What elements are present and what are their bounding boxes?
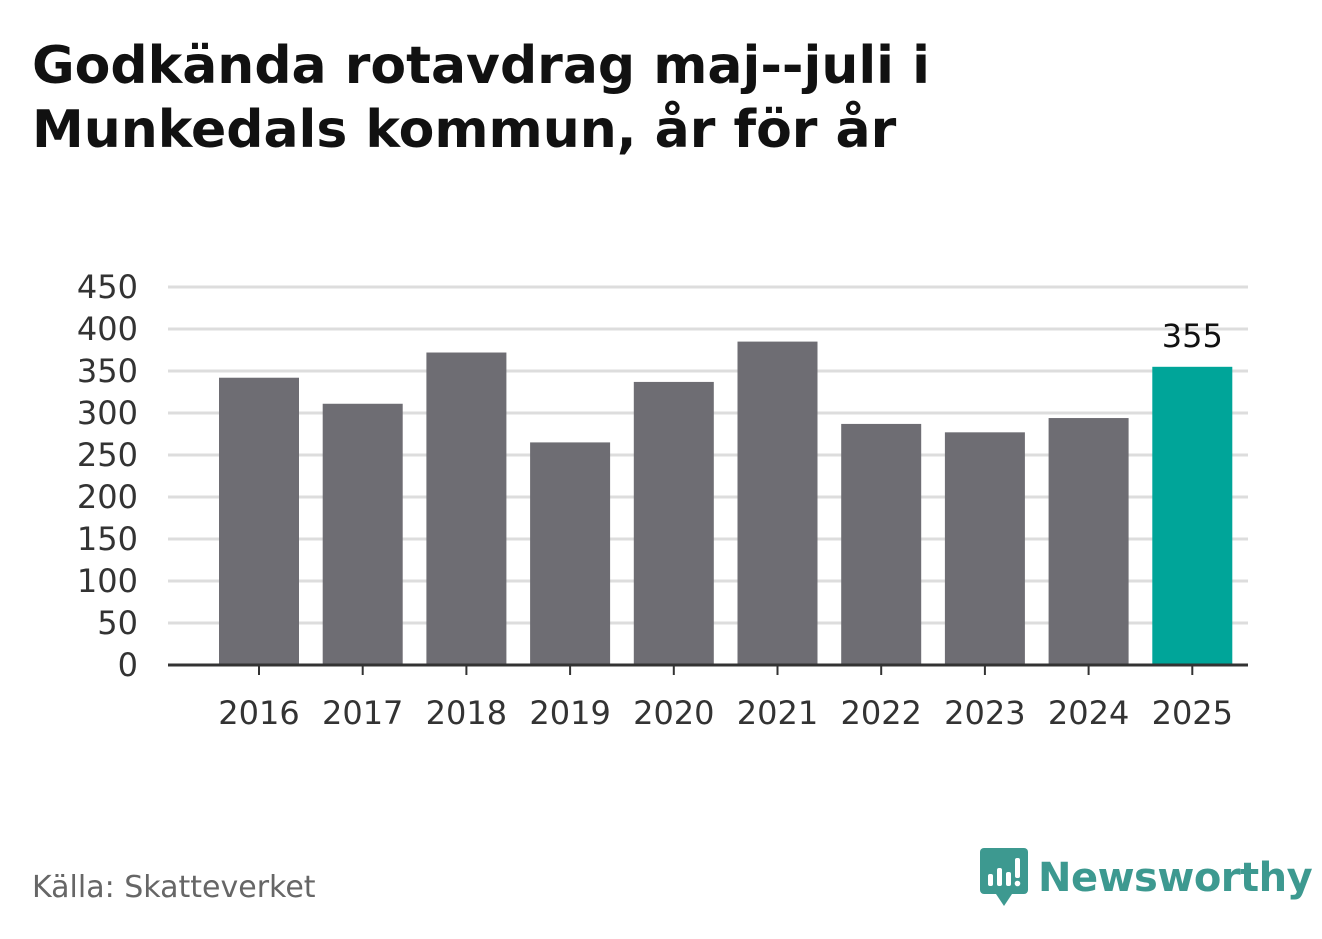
source-note: Källa: Skatteverket — [32, 870, 316, 905]
x-tick-label: 2025 — [1152, 694, 1233, 732]
y-tick-label: 100 — [77, 562, 138, 600]
y-tick-label: 50 — [97, 604, 138, 642]
bar-2016 — [219, 377, 299, 665]
newsworthy-logo-icon — [980, 848, 1028, 906]
x-tick-label: 2022 — [840, 694, 921, 732]
chart-title: Godkända rotavdrag maj--juli i Munkedals… — [32, 36, 930, 160]
bar-2021 — [737, 341, 818, 665]
x-tick-label: 2017 — [322, 694, 403, 732]
y-tick-label: 0 — [118, 646, 138, 684]
brand-name: Newsworthy — [1038, 855, 1313, 901]
y-tick-label: 300 — [77, 394, 138, 432]
y-tick-label: 350 — [77, 352, 138, 390]
y-tick-label: 150 — [77, 520, 138, 558]
bar-2018 — [426, 352, 507, 665]
x-tick-label: 2020 — [633, 694, 714, 732]
y-axis-ticks: 0 50 100 150 200 250 300 350 400 450 — [77, 268, 138, 684]
bar-2022 — [841, 423, 922, 665]
x-tick-label: 2024 — [1048, 694, 1129, 732]
y-tick-label: 250 — [77, 436, 138, 474]
bar-2020 — [633, 381, 714, 665]
x-tick-label: 2021 — [737, 694, 818, 732]
bar-2017 — [322, 403, 403, 665]
y-tick-label: 400 — [77, 310, 138, 348]
x-tick-label: 2018 — [426, 694, 507, 732]
x-tick-label: 2016 — [218, 694, 299, 732]
bar-2019 — [530, 442, 611, 665]
y-tick-label: 200 — [77, 478, 138, 516]
y-tick-label: 450 — [77, 268, 138, 306]
x-tick-label: 2023 — [944, 694, 1025, 732]
x-axis-ticks: 2016 2017 2018 2019 2020 2021 2022 2023 2024 2025 — [218, 665, 1233, 732]
brand-logo[interactable]: Newsworthy — [980, 848, 1313, 908]
data-label: 355 — [1162, 317, 1223, 355]
data-labels: 355 — [1162, 317, 1223, 355]
bar-2024 — [1048, 418, 1129, 665]
bar-2023 — [944, 432, 1025, 665]
bar-2025 — [1152, 366, 1233, 665]
bars — [219, 341, 1233, 665]
x-tick-label: 2019 — [529, 694, 610, 732]
